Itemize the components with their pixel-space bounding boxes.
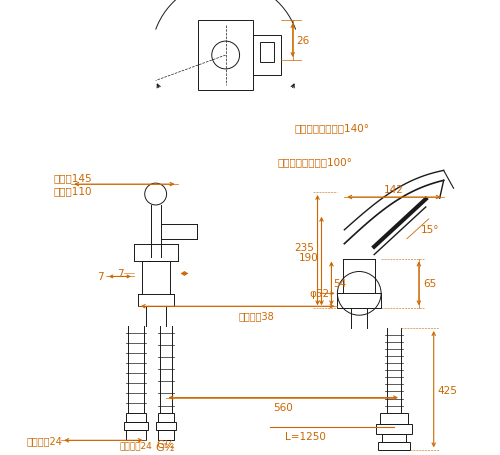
Text: 54: 54 [334,279,346,289]
Bar [260,43,274,63]
Text: 190: 190 [299,252,318,262]
Text: 六角対辺24: 六角対辺24 [120,441,152,450]
Bar [126,413,146,423]
Bar [378,442,410,450]
Text: 15°: 15° [421,224,440,234]
Bar [156,423,176,430]
Bar [198,21,253,91]
Text: L=1250: L=1250 [285,431,326,441]
Text: 65: 65 [423,279,436,289]
Text: 560: 560 [273,402,292,412]
Text: G½: G½ [156,440,174,449]
Text: 235: 235 [294,242,314,252]
Text: 7: 7 [98,272,104,282]
Text: 六角対辺38: 六角対辺38 [238,311,274,320]
Bar [126,430,146,440]
Text: 全開時145: 全開時145 [54,173,92,183]
Text: G½: G½ [156,442,176,452]
Bar [382,435,406,442]
Bar [253,36,281,76]
Text: 止水時110: 止水時110 [54,186,92,196]
Text: 26: 26 [296,36,310,46]
Bar [380,413,408,425]
Bar [158,413,174,423]
Bar [158,430,174,440]
Text: ハンドル回転角度100°: ハンドル回転角度100° [278,157,352,167]
Bar [124,423,148,430]
Text: 142: 142 [384,185,404,195]
Text: 六角対辺24: 六角対辺24 [26,435,63,445]
Bar [376,425,412,435]
Text: 425: 425 [438,385,458,395]
Text: 7: 7 [118,269,124,279]
Text: スパウト回転角度140°: スパウト回転角度140° [294,123,370,133]
Text: φ52: φ52 [310,289,330,298]
